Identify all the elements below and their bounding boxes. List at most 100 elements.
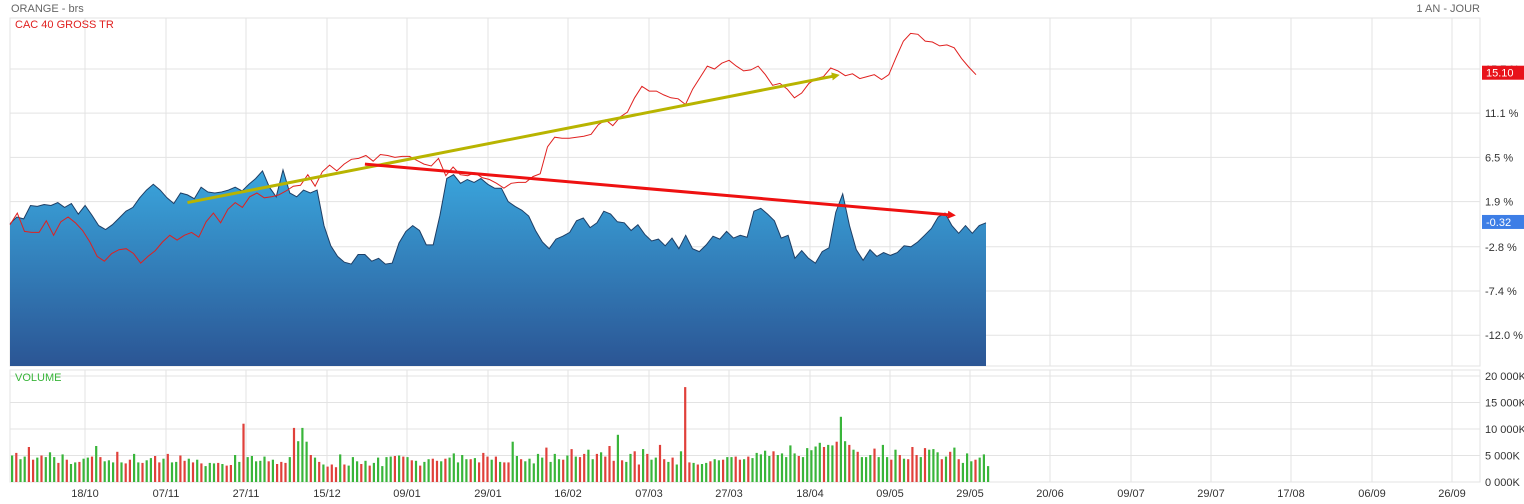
volume-bar: [36, 457, 39, 482]
volume-bar: [351, 457, 354, 482]
volume-bar: [604, 456, 607, 482]
volume-bar: [393, 456, 396, 482]
volume-bar: [128, 459, 131, 482]
volume-bar: [751, 458, 754, 482]
x-tick-label: 29/01: [474, 488, 502, 500]
volume-y-tick-label: 0 000K: [1485, 477, 1521, 489]
volume-bar: [183, 460, 186, 482]
volume-bar: [368, 465, 371, 482]
volume-bar: [225, 465, 228, 482]
volume-bar: [772, 451, 775, 482]
volume-bar: [196, 459, 199, 482]
volume-bar: [642, 449, 645, 482]
volume-bar: [74, 462, 77, 482]
volume-bar: [536, 453, 540, 482]
volume-bar: [616, 434, 619, 482]
volume-bar: [356, 461, 359, 482]
volume-plot: [11, 387, 990, 482]
volume-bar: [932, 449, 935, 482]
volume-bar: [860, 457, 863, 482]
volume-bar: [578, 457, 582, 482]
volume-bar: [881, 444, 884, 482]
volume-bar: [717, 460, 720, 482]
volume-bar: [713, 459, 716, 482]
volume-bar: [982, 454, 985, 482]
volume-bar: [574, 456, 577, 482]
volume-bar: [385, 457, 388, 482]
volume-bar: [191, 462, 195, 482]
volume-y-tick-label: 5 000K: [1485, 451, 1521, 463]
volume-bar: [780, 453, 784, 482]
volume-bar: [389, 456, 392, 482]
volume-bar: [19, 459, 22, 482]
volume-bar: [469, 459, 472, 482]
volume-bar: [637, 464, 640, 482]
volume-bar: [242, 423, 245, 482]
volume-bar: [705, 462, 708, 482]
volume-bar: [987, 466, 990, 482]
volume-bar: [423, 461, 426, 482]
chart-title: ORANGE - brs: [11, 3, 84, 15]
volume-bar: [410, 460, 413, 482]
volume-bar: [57, 462, 60, 482]
volume-bar: [78, 461, 81, 482]
volume-bar: [473, 458, 476, 482]
volume-bar: [414, 460, 418, 482]
volume-bar: [822, 447, 826, 482]
volume-bar: [372, 462, 375, 482]
volume-bar: [229, 465, 232, 482]
volume-bar: [633, 451, 636, 482]
volume-bar: [427, 459, 430, 482]
x-tick-label: 27/11: [233, 488, 260, 500]
volume-bar: [448, 457, 451, 482]
x-tick-label: 16/02: [554, 488, 582, 500]
volume-bar: [318, 461, 321, 482]
stock-area: [10, 169, 986, 366]
volume-bar: [944, 456, 948, 482]
volume-bar: [953, 447, 956, 482]
volume-bar: [709, 461, 712, 482]
volume-bar: [23, 456, 26, 482]
volume-bar: [734, 456, 737, 482]
volume-bar: [343, 464, 346, 482]
volume-bar: [692, 462, 695, 482]
volume-bar: [444, 458, 447, 482]
volume-bar: [40, 455, 43, 482]
volume-bar: [61, 454, 64, 482]
volume-bar: [743, 459, 746, 482]
volume-bar: [557, 459, 561, 482]
volume-bar: [398, 455, 401, 482]
stock-last-value: -0.32: [1486, 217, 1511, 229]
volume-bar: [911, 447, 914, 482]
volume-bar: [928, 449, 931, 482]
volume-bar: [381, 466, 384, 482]
volume-bar: [461, 455, 464, 482]
volume-bar: [297, 441, 300, 482]
volume-bar: [831, 445, 834, 482]
volume-y-tick-label: 10 000K: [1485, 424, 1524, 436]
x-tick-label: 18/10: [71, 488, 99, 500]
volume-bar: [675, 464, 678, 482]
volume-bar: [894, 449, 897, 482]
volume-bar: [646, 453, 649, 482]
y-tick-label: -2.8 %: [1485, 242, 1517, 254]
x-tick-label: 18/04: [796, 488, 824, 500]
volume-bar: [583, 453, 586, 482]
volume-bar: [158, 462, 161, 482]
x-tick-label: 27/03: [715, 488, 743, 500]
volume-bar: [785, 457, 788, 482]
x-tick-label: 15/12: [313, 488, 341, 500]
volume-bar: [271, 459, 274, 482]
volume-bar: [452, 453, 455, 482]
volume-bar: [48, 452, 52, 482]
volume-bar: [234, 455, 237, 482]
volume-bar: [313, 457, 317, 482]
volume-bar: [667, 461, 670, 482]
volume-bar: [305, 441, 308, 482]
volume-bar: [776, 455, 779, 482]
volume-bar: [974, 459, 977, 482]
volume-bar: [309, 455, 312, 482]
volume-bar: [801, 457, 805, 482]
trend-arrow-up: [187, 72, 840, 205]
x-tick-label: 09/01: [393, 488, 421, 500]
